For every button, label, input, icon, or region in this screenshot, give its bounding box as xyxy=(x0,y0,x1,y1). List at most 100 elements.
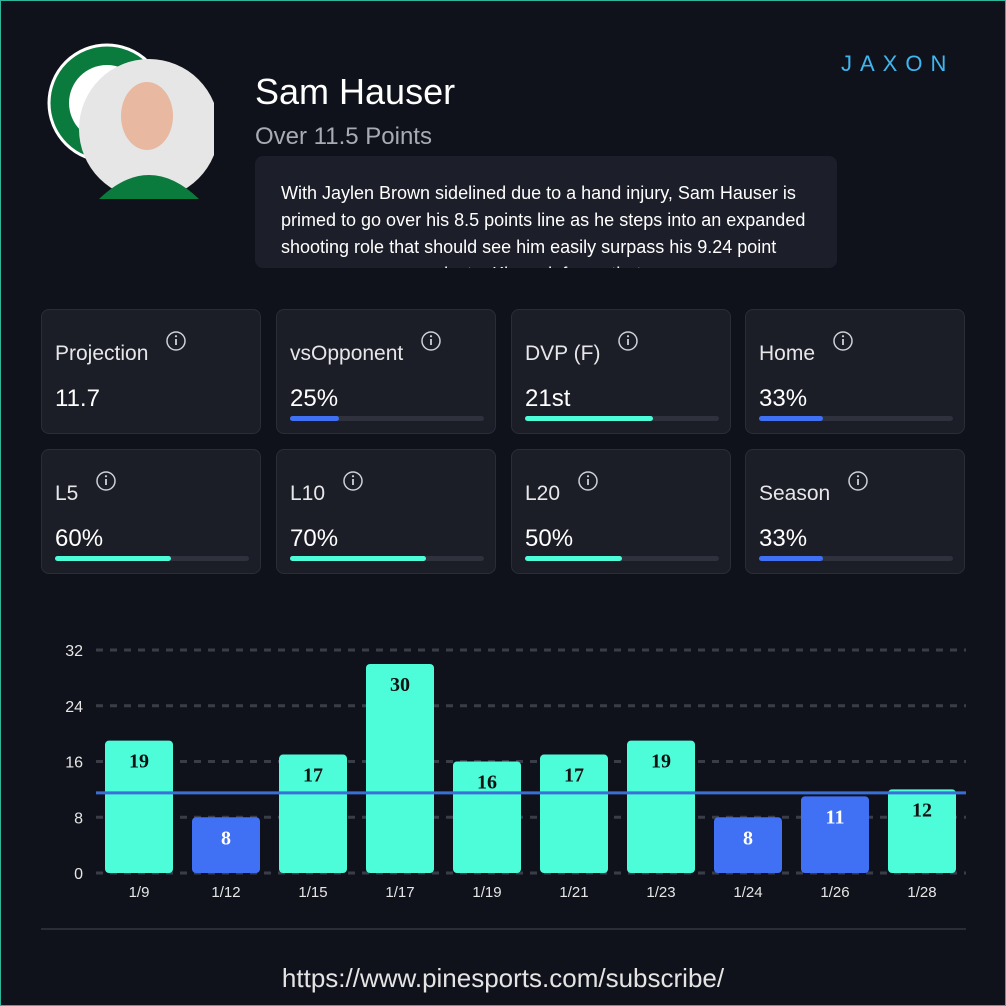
icon-ring xyxy=(343,471,363,491)
info-icon xyxy=(618,331,638,351)
stat-value: 11.7 xyxy=(55,385,100,412)
x-tick-label: 1/12 xyxy=(211,884,240,901)
chart: 0 8 16 24 32 19 1/9 8 1/12 17 1/15 30 1/17 16 1/19 17 1/… xyxy=(41,643,966,930)
progress-fill xyxy=(525,556,622,561)
bar-value-label: 16 xyxy=(477,772,497,794)
stat-card: vsOpponent 25% xyxy=(276,309,496,434)
bar-value-label: 8 xyxy=(743,827,753,849)
icon-dot xyxy=(626,335,630,338)
info-icon xyxy=(96,471,116,491)
progress-fill xyxy=(759,556,824,561)
prop: Over 11.5 Points xyxy=(255,123,432,150)
y-tick-label: 24 xyxy=(65,699,83,716)
progress-fill xyxy=(290,416,339,421)
x-tick-label: 1/23 xyxy=(646,884,675,901)
icon-dot xyxy=(586,475,590,478)
stat-card: DVP (F) 21st xyxy=(511,309,731,434)
progress-track xyxy=(290,416,484,421)
x-tick-label: 1/26 xyxy=(820,884,849,901)
icon-dot xyxy=(174,335,178,338)
description: With Jaylen Brown sidelined due to a han… xyxy=(255,156,837,268)
stat-value: 70% xyxy=(290,525,339,552)
x-tick-label: 1/15 xyxy=(298,884,327,901)
player-name: Sam Hauser xyxy=(255,71,456,112)
bar-value-label: 19 xyxy=(651,751,671,773)
x-tick-label: 1/21 xyxy=(559,884,588,901)
stat-value: 33% xyxy=(759,525,808,552)
icon-ring xyxy=(421,331,441,351)
progress-track xyxy=(759,556,953,561)
icon-ring xyxy=(848,471,868,491)
stat-value: 33% xyxy=(759,385,808,412)
bar-value-label: 8 xyxy=(221,827,231,849)
stat-card: Season 33% xyxy=(745,449,965,574)
stat-card: L5 60% xyxy=(41,449,261,574)
progress-fill xyxy=(525,416,654,421)
x-tick-label: 1/17 xyxy=(385,884,414,901)
info-icon xyxy=(166,331,186,351)
progress-track xyxy=(55,556,249,561)
stat-label: L10 xyxy=(290,482,326,505)
stat-card: L10 70% xyxy=(276,449,496,574)
icon-dot xyxy=(351,475,355,478)
info-icon xyxy=(578,471,598,491)
bar-value-label: 12 xyxy=(912,799,932,821)
icon-dot xyxy=(104,475,108,478)
bar xyxy=(627,740,695,873)
icon-dot xyxy=(841,335,845,338)
stat-value: 60% xyxy=(55,525,104,552)
bar-value-label: 17 xyxy=(564,765,584,787)
avatar xyxy=(47,43,214,199)
progress-track xyxy=(525,416,719,421)
icon-ring xyxy=(166,331,186,351)
progress-fill xyxy=(290,556,426,561)
stat-label: Projection xyxy=(55,342,149,365)
bar-value-label: 19 xyxy=(129,751,149,773)
stat-label: Home xyxy=(759,342,816,365)
progress-track xyxy=(525,556,719,561)
bar xyxy=(192,817,260,873)
info-icon xyxy=(343,471,363,491)
bar xyxy=(105,740,173,873)
info-icon xyxy=(848,471,868,491)
icon-ring xyxy=(578,471,598,491)
progress-fill xyxy=(55,556,172,561)
bar xyxy=(801,796,869,873)
y-tick-label: 8 xyxy=(74,810,83,827)
stat-value: 50% xyxy=(525,525,574,552)
bar xyxy=(279,754,347,873)
bar-value-label: 11 xyxy=(826,806,845,828)
stat-value: 25% xyxy=(290,385,339,412)
info-icon xyxy=(833,331,853,351)
progress-track xyxy=(759,416,953,421)
brand-logo: JAXON xyxy=(841,51,955,76)
bar xyxy=(366,663,434,873)
y-tick-label: 16 xyxy=(65,755,83,772)
icon-ring xyxy=(618,331,638,351)
stat-card: L20 50% xyxy=(511,449,731,574)
stat-label: vsOpponent xyxy=(290,342,404,365)
bar-value-label: 17 xyxy=(303,765,323,787)
y-tick-label: 32 xyxy=(65,643,83,660)
bar xyxy=(714,817,782,873)
bar xyxy=(888,789,956,873)
bar xyxy=(540,754,608,873)
stat-card: Home 33% xyxy=(745,309,965,434)
bar-value-label: 30 xyxy=(390,674,410,696)
stat-label: L5 xyxy=(55,482,79,505)
footer-url: https://www.pinesports.com/subscribe/ xyxy=(281,963,725,993)
bar xyxy=(453,761,521,873)
stat-value: 21st xyxy=(525,385,571,412)
progress-track xyxy=(290,556,484,561)
x-tick-label: 1/24 xyxy=(733,884,762,901)
stat-label: L20 xyxy=(525,482,561,505)
icon-ring xyxy=(96,471,116,491)
x-tick-label: 1/9 xyxy=(129,884,150,901)
x-tick-label: 1/19 xyxy=(472,884,501,901)
x-tick-label: 1/28 xyxy=(907,884,936,901)
progress-fill xyxy=(759,416,824,421)
icon-dot xyxy=(856,475,860,478)
stat-label: DVP (F) xyxy=(525,342,601,365)
icon-dot xyxy=(429,335,433,338)
